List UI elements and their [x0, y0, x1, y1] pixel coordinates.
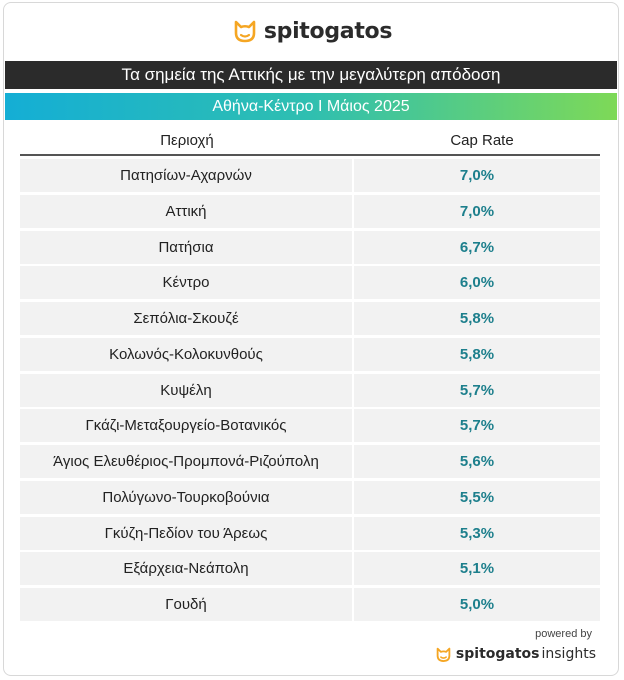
table-row: Κυψέλη 5,7% — [20, 373, 600, 407]
cap-rate-cell: 7,0% — [354, 194, 600, 228]
table-row: Πατήσια 6,7% — [20, 230, 600, 264]
cap-rate-cell: 5,7% — [354, 409, 600, 443]
area-cell: Πολύγωνο-Τουρκοβούνια — [20, 480, 352, 514]
insights-label: insights — [541, 646, 597, 662]
page-subtitle: Αθήνα-Κέντρο Ι Μάιος 2025 — [5, 93, 617, 120]
area-cell: Αττική — [20, 194, 352, 228]
brand-name: spitogatos — [263, 18, 393, 44]
table-body: Πατησίων-Αχαρνών 7,0% Αττική 7,0% Πατήσια 6… — [20, 159, 600, 624]
cap-rate-cell: 5,0% — [354, 588, 600, 621]
cap-rate-cell: 5,8% — [354, 302, 600, 335]
area-cell: Πατήσια — [20, 230, 352, 264]
table-row: Πολύγωνο-Τουρκοβούνια 5,5% — [20, 480, 600, 514]
page-title: Τα σημεία της Αττικής με την μεγαλύτερη … — [5, 61, 617, 89]
table-row: Κολωνός-Κολοκυνθούς 5,8% — [20, 337, 600, 371]
area-cell: Σεπόλια-Σκουζέ — [20, 302, 352, 335]
table-row: Άγιος Ελευθέριος-Προμπονά-Ριζούπολη 5,6% — [20, 445, 600, 478]
cap-rate-cell: 6,0% — [354, 266, 600, 300]
brand-name-bottom: spitogatos — [455, 646, 540, 662]
column-header-cap-rate: Cap Rate — [450, 132, 514, 149]
cap-rate-cell: 5,3% — [354, 516, 600, 550]
cap-rate-cell: 6,7% — [354, 230, 600, 264]
table-header: Περιοχή Cap Rate — [20, 128, 600, 156]
table-row: Πατησίων-Αχαρνών 7,0% — [20, 159, 600, 192]
area-cell: Γουδή — [20, 588, 352, 621]
cap-rate-cell: 7,0% — [354, 159, 600, 192]
cat-logo-icon — [234, 20, 256, 43]
area-cell: Εξάρχεια-Νεάπολη — [20, 552, 352, 586]
area-cell: Γκύζη-Πεδίον του Άρεως — [20, 516, 352, 550]
area-cell: Άγιος Ελευθέριος-Προμπονά-Ριζούπολη — [20, 445, 352, 478]
area-cell: Πατησίων-Αχαρνών — [20, 159, 352, 192]
cap-rate-cell: 5,6% — [354, 445, 600, 478]
table-row: Εξάρχεια-Νεάπολη 5,1% — [20, 552, 600, 586]
table-row: Γουδή 5,0% — [20, 588, 600, 621]
table-row: Γκάζι-Μεταξουργείο-Βοτανικός 5,7% — [20, 409, 600, 443]
table-row: Αττική 7,0% — [20, 194, 600, 228]
cap-rate-cell: 5,8% — [354, 337, 600, 371]
brand-logo-top: spitogatos — [0, 14, 624, 48]
powered-by-label: powered by — [535, 628, 592, 640]
table-row: Σεπόλια-Σκουζέ 5,8% — [20, 302, 600, 335]
table-row: Γκύζη-Πεδίον του Άρεως 5,3% — [20, 516, 600, 550]
table-row: Κέντρο 6,0% — [20, 266, 600, 300]
cap-rate-cell: 5,1% — [354, 552, 600, 586]
brand-logo-bottom: spitogatos insights — [428, 644, 596, 664]
column-header-area: Περιοχή — [160, 132, 214, 149]
area-cell: Κέντρο — [20, 266, 352, 300]
area-cell: Γκάζι-Μεταξουργείο-Βοτανικός — [20, 409, 352, 443]
cap-rate-cell: 5,7% — [354, 373, 600, 407]
area-cell: Κυψέλη — [20, 373, 352, 407]
cap-rate-cell: 5,5% — [354, 480, 600, 514]
cat-logo-icon — [436, 647, 451, 662]
area-cell: Κολωνός-Κολοκυνθούς — [20, 337, 352, 371]
